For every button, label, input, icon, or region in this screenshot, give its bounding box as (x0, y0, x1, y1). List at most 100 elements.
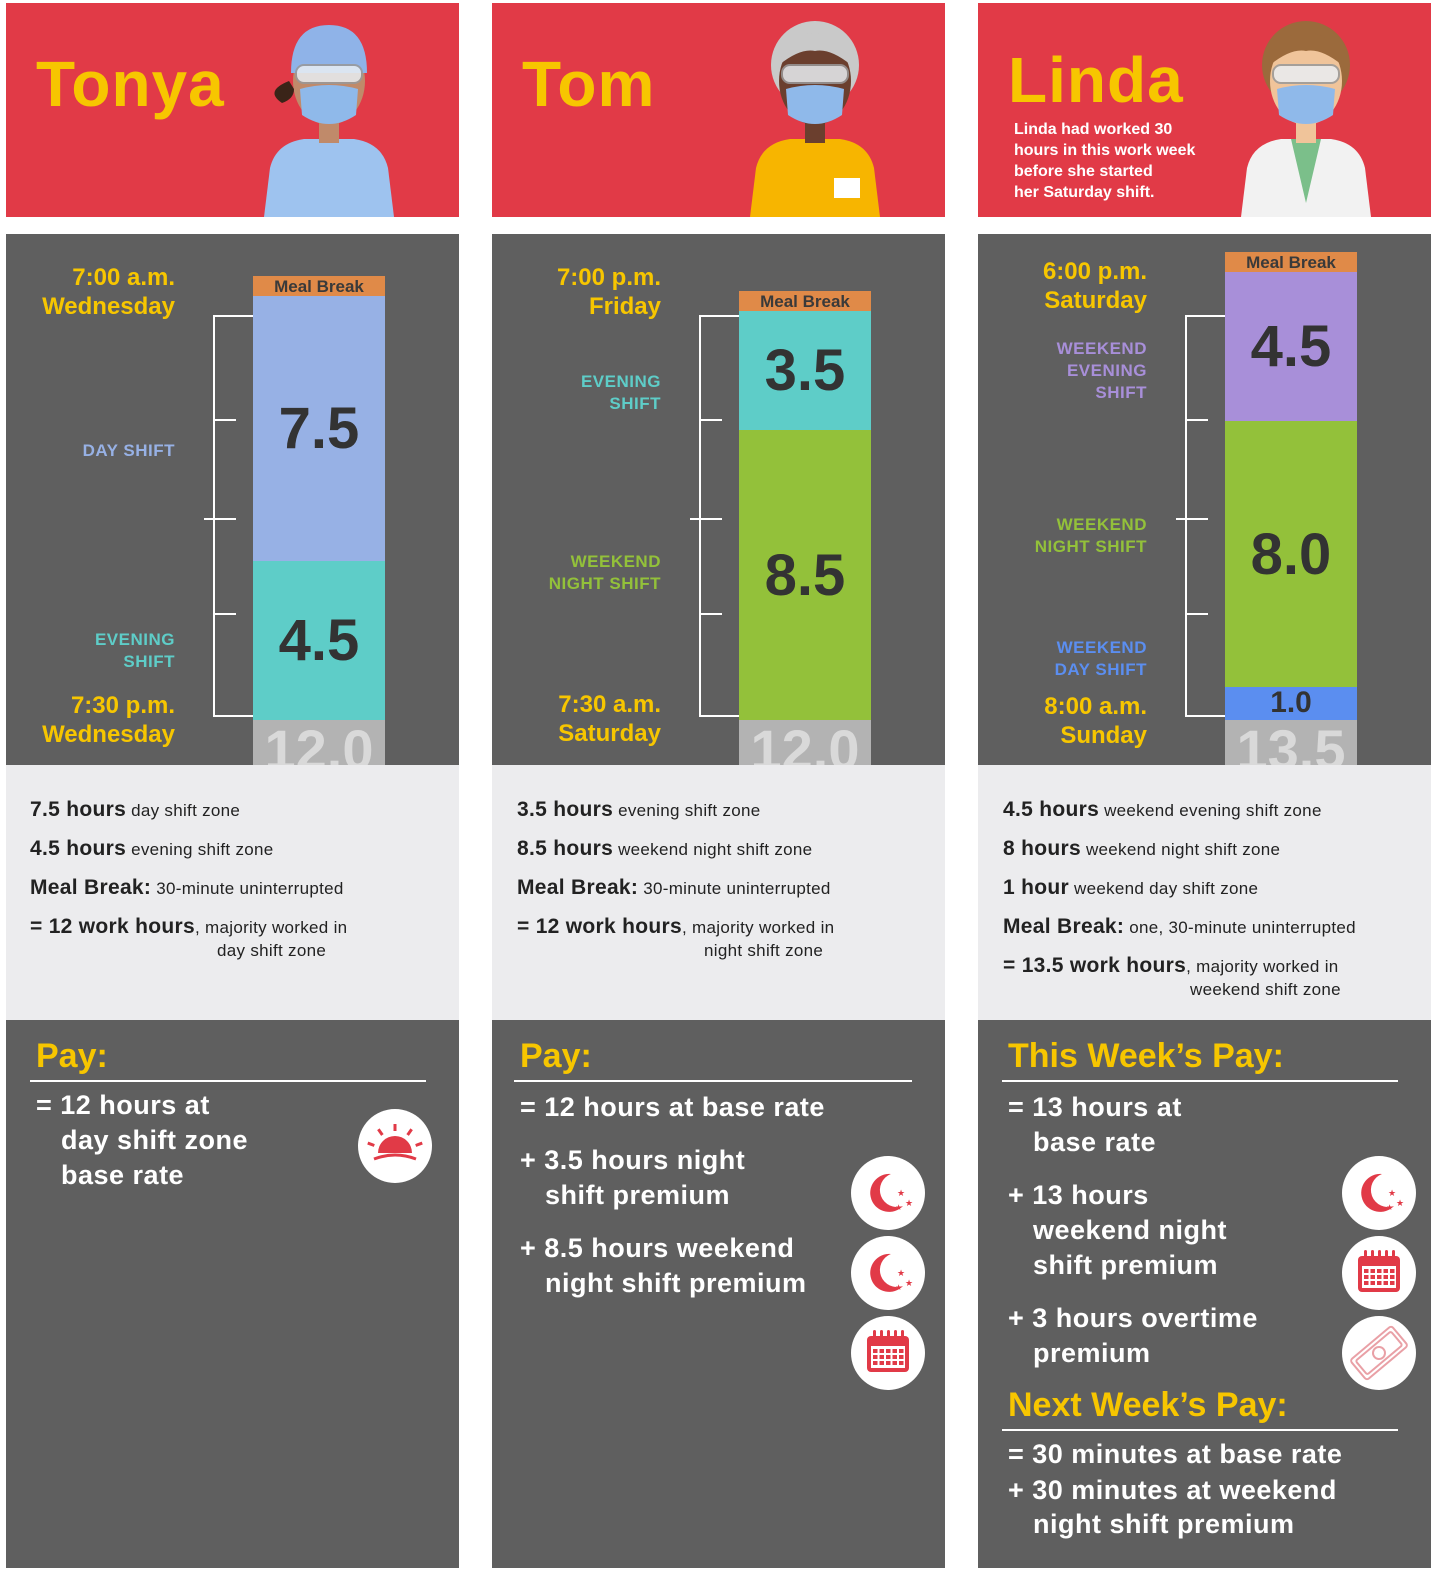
shift-start: 6:00 p.m.Saturday (978, 257, 1147, 315)
decoration (1277, 85, 1335, 124)
decoration (1384, 1281, 1389, 1285)
decoration (1377, 1275, 1382, 1279)
decoration (1364, 1269, 1369, 1273)
shift-end-time: 8:00 a.m. (978, 692, 1147, 721)
decoration (893, 1355, 898, 1359)
pay-rule (1002, 1080, 1398, 1082)
segment-label: WEEKEND EVENING SHIFT (978, 338, 1147, 404)
pay-icon (1342, 1236, 1416, 1315)
decoration (899, 1355, 904, 1359)
shift-end: 8:00 a.m.Sunday (978, 692, 1147, 750)
bar-segment: 3.5 (739, 311, 871, 430)
decoration (1364, 1281, 1369, 1285)
person-name: Tom (522, 47, 655, 121)
decoration: ★★★ (1342, 1156, 1416, 1230)
decoration (1342, 1316, 1416, 1390)
summary-text: , majority worked in (1186, 957, 1338, 976)
decoration: ★ (1396, 1198, 1404, 1208)
pay-title: Next Week’s Pay: (1002, 1385, 1398, 1425)
decoration (894, 1330, 897, 1339)
pay-item: = 13 hours at base rate (1002, 1090, 1398, 1160)
pay-title: Pay: (30, 1036, 426, 1076)
summary-bold: = 13.5 work hours (1003, 954, 1186, 977)
decoration (1364, 1250, 1367, 1259)
decoration (873, 1355, 878, 1359)
person-name: Linda (1008, 43, 1184, 117)
shift-start-day: Saturday (978, 286, 1147, 315)
decoration (1364, 1275, 1369, 1279)
summary-line: 3.5 hours evening shift zone (517, 797, 937, 824)
decoration (873, 1361, 878, 1365)
segment-label: WEEKEND NIGHT SHIFT (978, 514, 1147, 558)
summary-text: day shift zone (126, 801, 240, 820)
summary-text: 30-minute uninterrupted (151, 879, 343, 898)
summary-line: Meal Break: one, 30-minute uninterrupted (1003, 914, 1423, 941)
bar-segment: 4.5 (253, 561, 385, 720)
summary-text: , majority worked in (682, 918, 834, 937)
segment-label: WEEKEND NIGHT SHIFT (492, 551, 661, 595)
decoration (899, 1349, 904, 1353)
decoration (880, 1349, 885, 1353)
decoration: ★ (1388, 1188, 1396, 1198)
decoration: ★ (905, 1278, 913, 1288)
decoration (700, 316, 739, 716)
pay-rule (30, 1080, 426, 1082)
person-figure (1221, 3, 1391, 217)
decoration (782, 65, 848, 83)
pay-icon (851, 1316, 925, 1395)
shift-end-day: Saturday (492, 719, 661, 748)
summary-bold: 1 hour (1003, 876, 1069, 899)
shift-end-day: Wednesday (6, 720, 175, 749)
decoration (834, 178, 860, 198)
decoration (880, 1361, 885, 1365)
decoration (690, 316, 739, 716)
shift-start-day: Wednesday (6, 292, 175, 321)
summary-bold: 7.5 hours (30, 798, 126, 821)
decoration (274, 81, 294, 103)
segment-label: EVENING SHIFT (6, 629, 175, 673)
pay-panel: Pay:= 12 hours at base rate+ 3.5 hours n… (492, 1020, 945, 1568)
decoration (1378, 1250, 1381, 1259)
bracket (196, 310, 256, 730)
summary-bold: Meal Break: (30, 876, 151, 899)
summary-bold: = 12 work hours (517, 915, 682, 938)
shift-start-time: 6:00 p.m. (978, 257, 1147, 286)
segment-label: DAY SHIFT (6, 440, 175, 462)
decoration (1384, 1269, 1389, 1273)
pay-item: = 30 minutes at base rate (1002, 1437, 1398, 1471)
pay-icon: ★★★ (851, 1236, 925, 1315)
pay-icon (1342, 1316, 1416, 1395)
pay-content: This Week’s Pay: = 13 hours at base rate +… (1002, 1036, 1398, 1541)
summary-line: 7.5 hours day shift zone (30, 797, 450, 824)
pay-item: + 13 hours weekend night shift premium (1002, 1178, 1398, 1283)
decoration (1390, 1269, 1395, 1273)
total-hours: 12.0 (739, 720, 871, 765)
decoration (1371, 1250, 1374, 1259)
summary-text: , majority worked in (195, 918, 347, 937)
pay-title: This Week’s Pay: (1002, 1036, 1398, 1076)
summary-bold: 8.5 hours (517, 837, 613, 860)
total-hours: 13.5 (1225, 720, 1357, 765)
decoration: ★ (895, 1283, 902, 1292)
decoration (873, 1330, 876, 1339)
meal-break: Meal Break (1225, 252, 1357, 273)
decoration (214, 316, 253, 716)
bracket (1168, 310, 1228, 730)
person-name: Tonya (36, 47, 225, 121)
decoration (1371, 1281, 1376, 1285)
pay-item: + 3 hours overtime premium (1002, 1301, 1398, 1371)
shift-start-time: 7:00 p.m. (492, 263, 661, 292)
decoration (786, 85, 844, 124)
decoration (244, 3, 414, 217)
decoration (893, 1361, 898, 1365)
pay-item: + 30 minutes at weekend night shift prem… (1002, 1473, 1398, 1541)
summary-text: weekend night shift zone (613, 840, 812, 859)
shift-end-day: Sunday (978, 721, 1147, 750)
header: Tom (492, 3, 945, 217)
decoration (1342, 1156, 1416, 1230)
summary-line: Meal Break: 30-minute uninterrupted (30, 875, 450, 902)
summary-text: weekend day shift zone (1069, 879, 1258, 898)
